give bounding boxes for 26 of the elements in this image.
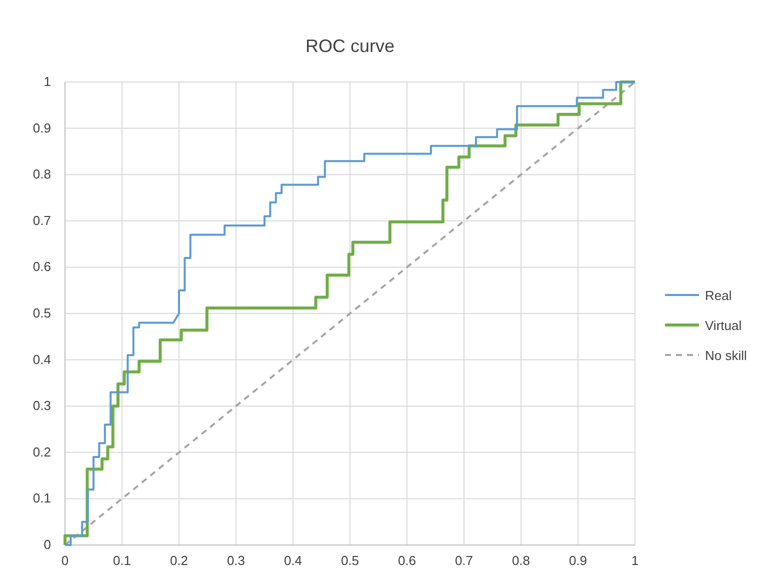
y-tick-label: 0 (44, 537, 51, 552)
chart-title: ROC curve (305, 36, 395, 56)
y-tick-label: 0.7 (32, 212, 51, 228)
x-tick-label: 0.5 (340, 553, 360, 568)
y-tick-label: 0.9 (32, 120, 51, 136)
legend-label: Virtual (705, 318, 742, 333)
x-tick-label: 0.6 (398, 553, 416, 568)
x-tick-label: 0.9 (568, 553, 588, 568)
x-tick-label: 0.3 (226, 553, 246, 568)
x-tick-label: 0 (61, 553, 69, 568)
x-tick-label: 0.1 (112, 553, 132, 568)
y-tick-label: 1 (44, 74, 51, 89)
legend-label: Real (705, 288, 732, 303)
x-tick-label: 0.8 (512, 553, 530, 568)
y-tick-label: 0.5 (32, 306, 51, 320)
y-tick-label: 0.6 (32, 259, 51, 274)
y-tick-label: 0.1 (32, 490, 51, 506)
y-tick-label: 0.3 (32, 398, 51, 414)
legend-label: No skill (705, 348, 748, 363)
y-tick-label: 0.8 (32, 166, 51, 182)
x-tick-label: 0.4 (284, 553, 302, 568)
x-tick-label: 0.2 (170, 553, 188, 568)
x-tick-label: 1 (631, 553, 639, 568)
y-tick-label: 0.2 (32, 444, 51, 460)
x-tick-label: 0.7 (454, 553, 474, 568)
y-tick-label: 0.4 (32, 352, 51, 367)
